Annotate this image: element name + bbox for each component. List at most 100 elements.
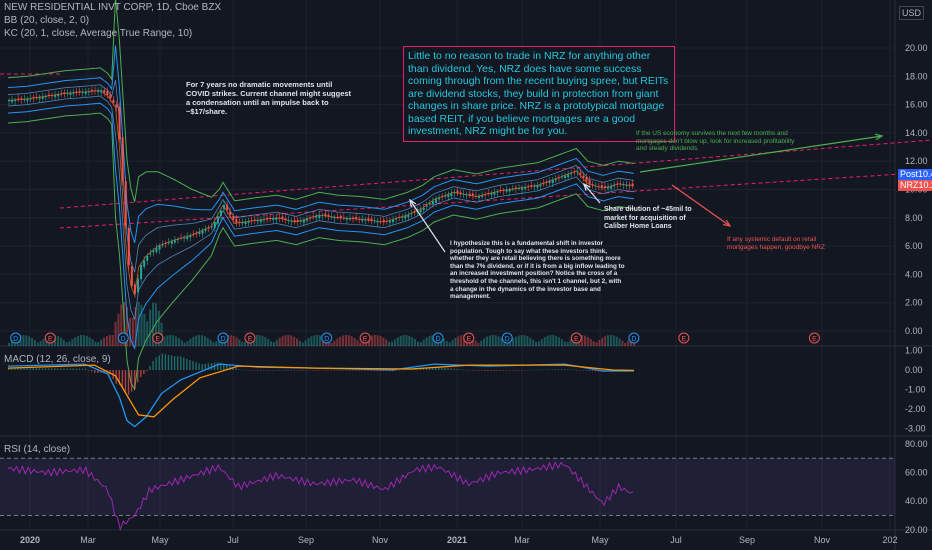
candle-body <box>385 220 388 222</box>
candle-body <box>573 171 576 173</box>
candle-body <box>149 253 152 255</box>
candle-body <box>570 173 573 175</box>
candle-body <box>459 192 462 194</box>
candle-body <box>97 90 100 93</box>
macd-histogram-bar <box>438 367 440 370</box>
macd-histogram-bar <box>146 370 148 371</box>
volume-bar <box>62 339 65 346</box>
volume-bar <box>290 335 293 346</box>
candle-body <box>407 214 410 218</box>
kc-legend[interactable]: KC (20, 1, close, Average True Range, 10… <box>4 28 193 39</box>
candle-body <box>339 215 342 218</box>
volume-bar <box>19 335 22 346</box>
candle-body <box>11 100 14 103</box>
macd-histogram-bar <box>554 369 557 370</box>
symbol-legend[interactable]: NEW RESIDENTIAL INVT CORP, 1D, Cboe BZX <box>4 2 222 13</box>
candle-body <box>281 216 284 219</box>
candle-body <box>594 185 597 187</box>
macd-histogram-bar <box>508 370 511 371</box>
macd-histogram-bar <box>585 370 587 371</box>
macd-histogram-bar <box>588 370 591 371</box>
volume-bar <box>491 335 494 346</box>
dilution-annotation[interactable]: Share dilution of ~45mil to market for a… <box>604 206 692 230</box>
volume-bar <box>157 310 160 346</box>
macd-histogram-bar <box>465 369 468 371</box>
default-annotation[interactable]: If any systemic default on retail mortga… <box>727 236 825 251</box>
volume-bar <box>486 336 489 346</box>
macd-histogram-bar <box>361 370 363 371</box>
candle-body <box>47 94 50 96</box>
green-arrow <box>639 135 883 173</box>
macd-histogram-bar <box>155 357 157 370</box>
macd-histogram-bar <box>364 370 366 371</box>
macd-histogram-bar <box>90 370 93 372</box>
candle-body <box>315 216 318 218</box>
economy-annotation[interactable]: If the US economy survives the next few … <box>636 130 795 152</box>
volume-bar <box>546 335 549 346</box>
volume-bar <box>609 335 612 346</box>
volume-bar <box>74 337 77 346</box>
macd-histogram-bar <box>521 370 523 371</box>
time-tick-label: 202 <box>882 535 897 545</box>
candle-body <box>358 218 361 220</box>
macd-histogram-bar <box>109 370 111 375</box>
candle-body <box>616 183 619 185</box>
volume-bar <box>347 335 350 346</box>
candle-body <box>401 216 404 218</box>
event-marker-label: E <box>682 336 687 343</box>
volume-bar <box>36 342 39 346</box>
candle-body <box>180 237 183 239</box>
currency-label[interactable]: USD <box>898 6 924 20</box>
candle-body <box>213 222 216 228</box>
event-marker-label: D <box>436 336 441 343</box>
macd-histogram-bar <box>198 363 200 370</box>
macd-legend[interactable]: MACD (12, 26, close, 9) <box>4 354 111 365</box>
macd-histogram-bar <box>87 370 90 371</box>
covid-annotation[interactable]: For 7 years no dramatic movements until … <box>186 80 352 116</box>
volume-bar <box>535 342 538 346</box>
candle-body <box>115 104 118 108</box>
rsi-legend[interactable]: RSI (14, close) <box>4 444 71 455</box>
candle-body <box>619 183 622 185</box>
candle-body <box>361 219 364 221</box>
macd-histogram-bar <box>493 370 495 371</box>
macd-histogram-bar <box>130 370 133 392</box>
dividend-event-marker <box>321 332 333 344</box>
volume-bar <box>298 340 301 346</box>
time-tick-label: 2020 <box>20 535 40 545</box>
volume-bar <box>316 335 319 346</box>
volume-bar <box>186 340 189 346</box>
candle-body <box>447 194 450 197</box>
hypothesis-annotation[interactable]: I hypothesize this is a fundamental shif… <box>450 240 625 301</box>
macd-histogram-bar <box>232 367 234 370</box>
price-tick-label: 0.00 <box>905 326 923 336</box>
dilution-arrow <box>583 183 601 204</box>
candle-body <box>84 91 87 94</box>
candle-body <box>189 235 192 238</box>
event-marker-label: D <box>221 336 226 343</box>
volume-bar <box>152 302 154 346</box>
macd-histogram-bar <box>370 370 372 371</box>
macd-histogram-bar <box>250 370 253 371</box>
volume-bar <box>134 306 137 346</box>
bb-legend[interactable]: BB (20, close, 2, 0) <box>4 15 90 26</box>
volume-bar <box>540 339 543 346</box>
volume-bar <box>428 336 431 346</box>
candle-body <box>539 184 542 187</box>
candle-body <box>155 248 158 252</box>
candle-body <box>29 98 32 100</box>
macd-histogram-bar <box>84 368 87 370</box>
volume-bar <box>359 342 362 346</box>
event-marker-label: E <box>248 336 253 343</box>
candle-body <box>422 207 425 211</box>
candle-body <box>54 94 57 97</box>
macd-histogram-bar <box>309 370 311 371</box>
volume-bar <box>442 338 445 346</box>
candle-body <box>278 217 281 219</box>
candle-body <box>453 192 456 194</box>
volume-bar <box>235 337 238 346</box>
candle-body <box>438 197 441 200</box>
volume-bar <box>509 340 512 346</box>
thesis-annotation[interactable]: Little to no reason to trade in NRZ for … <box>403 46 675 142</box>
volume-bar <box>494 335 497 346</box>
